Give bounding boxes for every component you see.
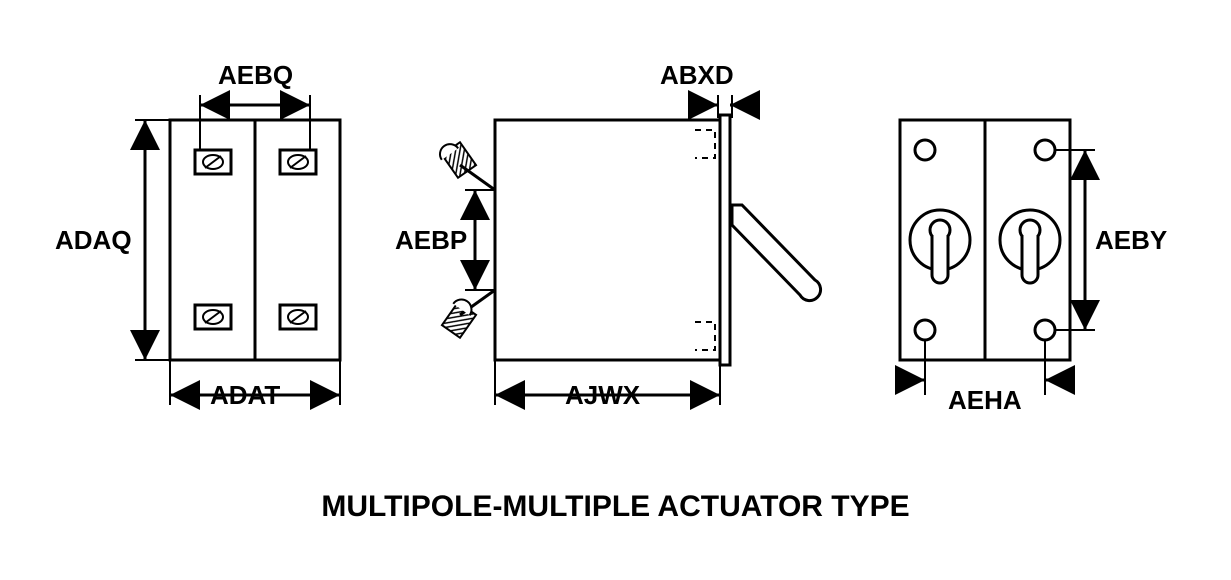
screw-tl <box>195 150 231 174</box>
screw-bl <box>195 305 231 329</box>
screw-tr <box>280 150 316 174</box>
actuator-lever <box>732 205 821 301</box>
dim-aebp: AEBP <box>395 225 467 256</box>
terminal-top <box>436 140 495 190</box>
dim-abxd: ABXD <box>660 60 734 91</box>
diagram-stage: AEBQ ADAQ ADAT ABXD AEBP AJWX AEBY AEHA … <box>0 0 1231 580</box>
dim-aeby: AEBY <box>1095 225 1167 256</box>
dim-aebq: AEBQ <box>218 60 293 91</box>
screw-br <box>280 305 316 329</box>
terminal-bot <box>442 290 495 338</box>
dim-ajwx: AJWX <box>565 380 640 411</box>
figure-title: MULTIPOLE-MULTIPLE ACTUATOR TYPE <box>0 490 1231 524</box>
center-view <box>436 95 821 405</box>
dim-aeha: AEHA <box>948 385 1022 416</box>
dim-adat: ADAT <box>210 380 280 411</box>
right-view <box>900 120 1095 395</box>
dim-adaq: ADAQ <box>55 225 132 256</box>
left-view <box>135 95 340 405</box>
